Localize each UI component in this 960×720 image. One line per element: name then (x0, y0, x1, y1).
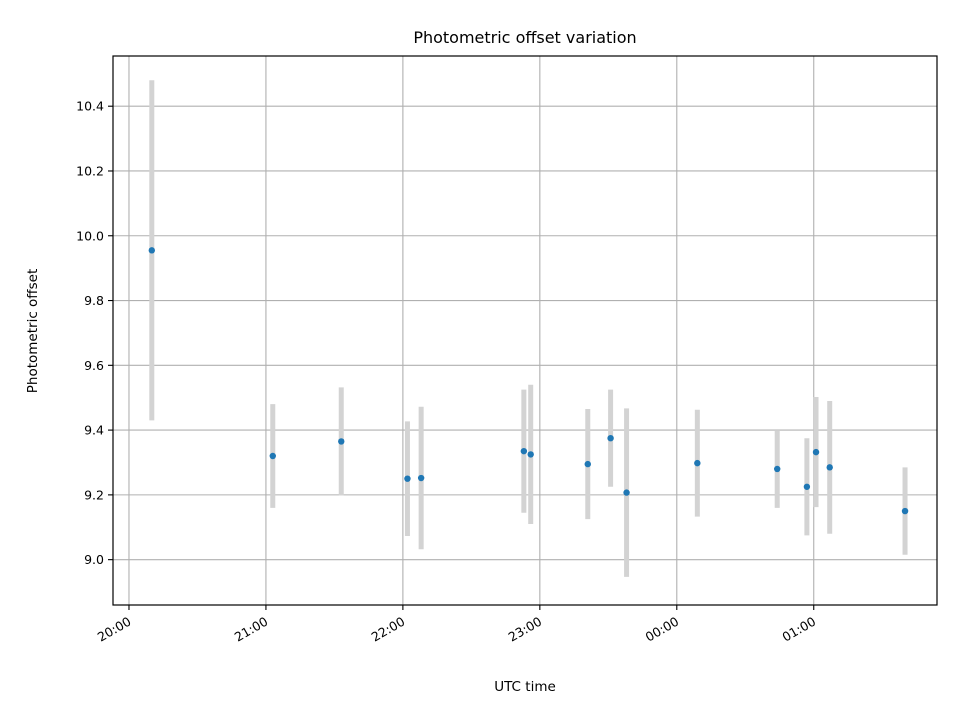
x-tick-label: 01:00 (780, 614, 819, 645)
data-point (812, 448, 820, 456)
x-tick-label: 23:00 (506, 614, 545, 645)
data-point (404, 475, 411, 482)
data-point (520, 447, 528, 455)
y-axis-label: Photometric offset (25, 269, 41, 393)
y-tick-label: 9.2 (84, 487, 104, 502)
data-point (826, 464, 833, 471)
x-axis-ticks: 20:00 21:00 22:00 23:00 00:00 01:00 (95, 605, 819, 645)
data-point (584, 460, 591, 468)
data-points (148, 247, 909, 515)
error-bars (149, 80, 908, 577)
data-point (694, 459, 701, 467)
y-tick-label: 9.8 (84, 293, 104, 308)
x-tick-label: 21:00 (232, 614, 271, 645)
x-tick-label: 20:00 (95, 614, 134, 645)
data-point (269, 452, 276, 460)
data-point (803, 483, 811, 490)
data-point (623, 489, 630, 496)
data-point (338, 438, 345, 445)
data-point (774, 465, 781, 473)
data-point (148, 247, 156, 254)
x-axis-label: UTC time (494, 679, 556, 695)
data-point (901, 507, 909, 515)
y-tick-label: 10.0 (76, 228, 104, 243)
data-point (417, 474, 425, 482)
data-point (527, 451, 534, 458)
y-tick-label: 10.4 (76, 99, 104, 114)
grid-lines (113, 56, 937, 605)
chart-title: Photometric offset variation (413, 28, 636, 47)
plot-frame (112, 55, 938, 606)
x-tick-label: 00:00 (643, 614, 682, 645)
y-tick-label: 9.0 (84, 552, 104, 567)
data-point (607, 434, 614, 442)
y-tick-label: 9.4 (84, 423, 104, 438)
y-tick-label: 9.6 (84, 358, 104, 373)
y-tick-label: 10.2 (76, 163, 104, 178)
x-tick-label: 22:00 (369, 614, 408, 645)
y-axis-ticks: 9.0 9.2 9.4 9.6 9.8 10.0 10.2 10.4 (76, 99, 113, 567)
